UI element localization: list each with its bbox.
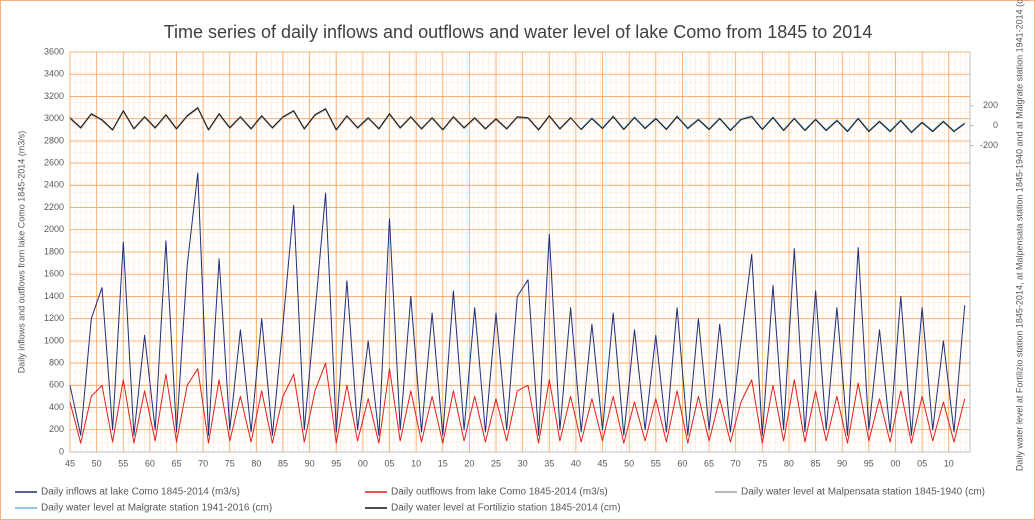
x-tick-label: 55 [651,458,661,468]
x-tick-label: 75 [757,458,767,468]
y-tick-label: 1000 [44,335,64,345]
y-tick-label: 1600 [44,269,64,279]
y-tick-label: 2400 [44,180,64,190]
x-tick-label: 20 [464,458,474,468]
y-tick-label: 1200 [44,313,64,323]
y2-tick-label: 200 [983,100,998,110]
x-tick-label: 85 [811,458,821,468]
x-tick-label: 75 [225,458,235,468]
x-tick-label: 30 [518,458,528,468]
x-tick-label: 10 [411,458,421,468]
y2-tick-label: 0 [993,120,998,130]
y-tick-label: 200 [49,424,64,434]
legend-label: Daily water level at Malpensata station … [741,487,985,498]
y-tick-label: 2200 [44,202,64,212]
x-tick-label: 45 [598,458,608,468]
x-tick-label: 00 [358,458,368,468]
y-tick-label: 2600 [44,157,64,167]
series-line [69,172,966,436]
y-axis-label: Daily inflows and outflows from lake Com… [16,131,26,374]
legend-label: Daily inflows at lake Como 1845-2014 (m3… [41,487,240,498]
series-line [69,107,965,134]
x-tick-label: 50 [624,458,634,468]
x-tick-label: 85 [278,458,288,468]
x-tick-label: 50 [92,458,102,468]
x-tick-label: 55 [118,458,128,468]
y-tick-label: 600 [49,380,64,390]
y-tick-label: 3000 [44,113,64,123]
x-tick-label: 35 [544,458,554,468]
y-tick-label: 1800 [44,246,64,256]
series-line [580,115,965,133]
legend-label: Daily water level at Malgrate station 19… [41,503,272,514]
y-tick-label: 3400 [44,69,64,79]
legend-label: Daily outflows from lake Como 1845-2014 … [391,487,608,498]
y-tick-label: 400 [49,402,64,412]
series-line [69,108,571,132]
x-tick-label: 25 [491,458,501,468]
y-tick-label: 3200 [44,91,64,101]
x-tick-label: 10 [944,458,954,468]
y-tick-label: 0 [59,446,64,456]
x-tick-label: 40 [571,458,581,468]
chart-title: Time series of daily inflows and outflow… [164,22,873,42]
x-tick-label: 45 [65,458,75,468]
x-tick-label: 70 [731,458,741,468]
x-tick-label: 60 [145,458,155,468]
x-tick-label: 95 [331,458,341,468]
x-tick-label: 80 [784,458,794,468]
series-line [69,362,966,444]
x-tick-label: 90 [305,458,315,468]
y2-axis-label: Daily water level at Fortilizio station … [1014,0,1024,471]
x-tick-label: 60 [677,458,687,468]
y-tick-label: 2000 [44,224,64,234]
x-tick-label: 65 [704,458,714,468]
x-tick-label: 65 [172,458,182,468]
x-tick-label: 70 [198,458,208,468]
y-tick-label: 3600 [44,46,64,56]
x-tick-label: 90 [837,458,847,468]
x-tick-label: 95 [864,458,874,468]
y-tick-label: 1400 [44,291,64,301]
x-tick-label: 05 [917,458,927,468]
legend-label: Daily water level at Fortilizio station … [391,503,621,514]
y-tick-label: 800 [49,357,64,367]
y2-tick-label: -200 [980,140,998,150]
x-tick-label: 80 [251,458,261,468]
x-tick-label: 00 [890,458,900,468]
x-tick-label: 05 [385,458,395,468]
y-tick-label: 2800 [44,135,64,145]
x-tick-label: 15 [438,458,448,468]
